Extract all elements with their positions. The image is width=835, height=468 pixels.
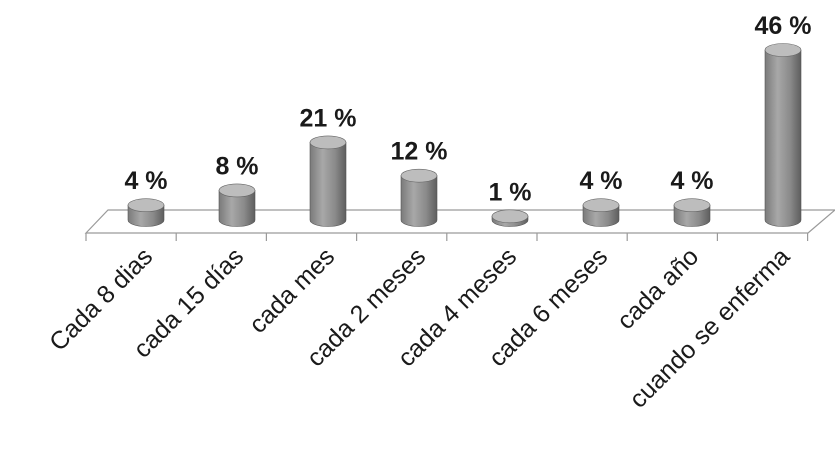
bar: [673, 198, 711, 227]
bar-body: [764, 49, 802, 227]
bar-top: [582, 198, 620, 213]
bar-top: [764, 43, 802, 57]
bar: [218, 183, 256, 227]
bar-top: [309, 135, 347, 150]
bar: [582, 198, 620, 227]
value-label: 46 %: [755, 12, 812, 40]
value-label: 4 %: [579, 167, 622, 195]
value-label: 4 %: [124, 167, 167, 195]
value-label: 12 %: [391, 138, 448, 166]
value-label: 4 %: [670, 167, 713, 195]
bar-top: [491, 209, 529, 224]
floor: [84, 209, 835, 241]
bar: [764, 43, 802, 227]
bar-top: [218, 183, 256, 198]
bar-body: [400, 175, 438, 227]
category-label: cada año: [612, 242, 705, 335]
value-label: 8 %: [215, 152, 258, 180]
bar: [491, 209, 529, 227]
value-label: 21 %: [300, 104, 357, 132]
value-labels: 4 % 8 % 21 % 12 % 1 % 4 % 4 % 46 %: [124, 12, 811, 206]
bar-body: [218, 190, 256, 227]
floor-ticks: [85, 233, 809, 241]
bars: [127, 43, 802, 227]
bar-body: [309, 142, 347, 227]
floor-plane: [84, 209, 835, 234]
bar-top: [127, 198, 165, 213]
bar: [127, 198, 165, 227]
bar: [400, 168, 438, 227]
category-label: cuando se enferma: [624, 242, 795, 413]
bar: [309, 135, 347, 227]
value-label: 1 %: [488, 178, 531, 206]
category-label: cada mes: [244, 242, 340, 338]
bar-top: [400, 168, 438, 183]
bar-top: [673, 198, 711, 213]
